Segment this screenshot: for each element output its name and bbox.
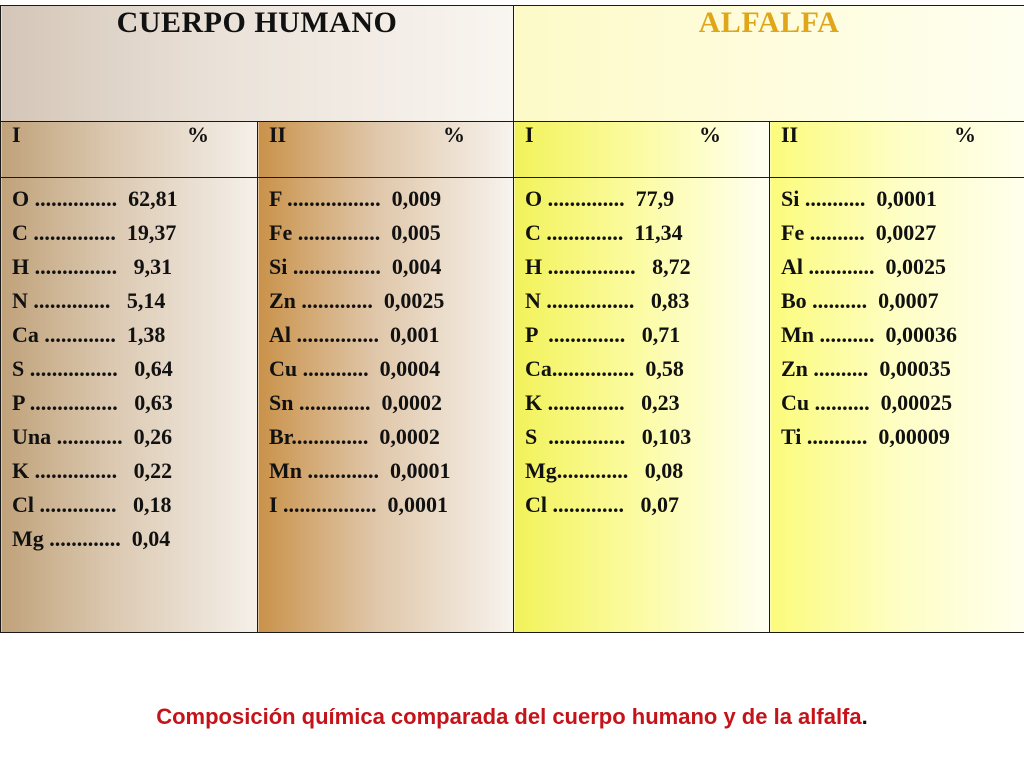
element-row: Mn ............. 0,0001 [269, 458, 451, 483]
subheader-label: II [781, 122, 799, 147]
element-row: Al ............... 0,001 [269, 322, 440, 347]
subheader-label: I [12, 122, 21, 147]
column-alfalfa-I: O .............. 77,9 C .............. 11… [513, 177, 770, 633]
element-row: P .............. 0,71 [525, 322, 681, 347]
subheader-human-I: I% [0, 121, 258, 178]
element-row: Bo .......... 0,0007 [781, 288, 939, 313]
subheader-label: I [525, 122, 534, 147]
element-row: H ............... 9,31 [12, 254, 173, 279]
subheader-percent: % [187, 122, 209, 147]
element-row: Mg............. 0,08 [525, 458, 684, 483]
element-row: Br.............. 0,0002 [269, 424, 440, 449]
element-row: C ............... 19,37 [12, 220, 177, 245]
element-row: Ca ............. 1,38 [12, 322, 166, 347]
column-human-II: F ................. 0,009 Fe ............… [257, 177, 514, 633]
subheader-alfalfa-I: I% [513, 121, 770, 178]
element-row: H ................ 8,72 [525, 254, 691, 279]
element-row: Zn .......... 0,00035 [781, 356, 951, 381]
element-row: P ................ 0,63 [12, 390, 173, 415]
element-row: C .............. 11,34 [525, 220, 683, 245]
subheader-human-II: II% [257, 121, 514, 178]
composition-table: CUERPO HUMANO ALFALFA I% II% I% II% O ..… [0, 5, 1024, 633]
element-row: S ................ 0,64 [12, 356, 173, 381]
element-row: Cu ............ 0,0004 [269, 356, 441, 381]
header-cuerpo-humano: CUERPO HUMANO [0, 5, 514, 122]
element-row: Fe .......... 0,0027 [781, 220, 937, 245]
header-alfalfa: ALFALFA [513, 5, 1024, 122]
element-row: F ................. 0,009 [269, 186, 442, 211]
title-cuerpo-humano: CUERPO HUMANO [116, 6, 398, 39]
element-row: I ................. 0,0001 [269, 492, 449, 517]
column-human-I: O ............... 62,81 C ...............… [0, 177, 258, 633]
element-row: Mn .......... 0,00036 [781, 322, 957, 347]
caption-period: . [861, 704, 868, 729]
element-row: Cl .............. 0,18 [12, 492, 172, 517]
subheader-label: II [269, 122, 287, 147]
element-row: Si ................ 0,004 [269, 254, 442, 279]
column-alfalfa-II: Si ........... 0,0001 Fe .......... 0,002… [769, 177, 1024, 633]
element-row: K ............... 0,22 [12, 458, 173, 483]
element-row: K .............. 0,23 [525, 390, 680, 415]
element-row: Fe ............... 0,005 [269, 220, 441, 245]
caption: Composición química comparada del cuerpo… [0, 704, 1024, 730]
element-row: Cu .......... 0,00025 [781, 390, 953, 415]
element-row: Sn ............. 0,0002 [269, 390, 442, 415]
element-row: O ............... 62,81 [12, 186, 178, 211]
subheader-alfalfa-II: II% [769, 121, 1024, 178]
element-row: Una ............ 0,26 [12, 424, 173, 449]
element-row: O .............. 77,9 [525, 186, 675, 211]
element-row: Ca............... 0,58 [525, 356, 684, 381]
element-row: Cl ............. 0,07 [525, 492, 679, 517]
subheader-percent: % [699, 122, 721, 147]
element-row: Si ........... 0,0001 [781, 186, 937, 211]
title-alfalfa: ALFALFA [698, 6, 840, 39]
element-row: N .............. 5,14 [12, 288, 166, 313]
element-row: S .............. 0,103 [525, 424, 692, 449]
caption-text: Composición química comparada del cuerpo… [156, 704, 862, 729]
subheader-percent: % [443, 122, 465, 147]
element-row: Al ............ 0,0025 [781, 254, 946, 279]
element-row: Zn ............. 0,0025 [269, 288, 445, 313]
subheader-percent: % [954, 122, 976, 147]
element-row: N ................ 0,83 [525, 288, 690, 313]
element-row: Ti ........... 0,00009 [781, 424, 950, 449]
element-row: Mg ............. 0,04 [12, 526, 171, 551]
